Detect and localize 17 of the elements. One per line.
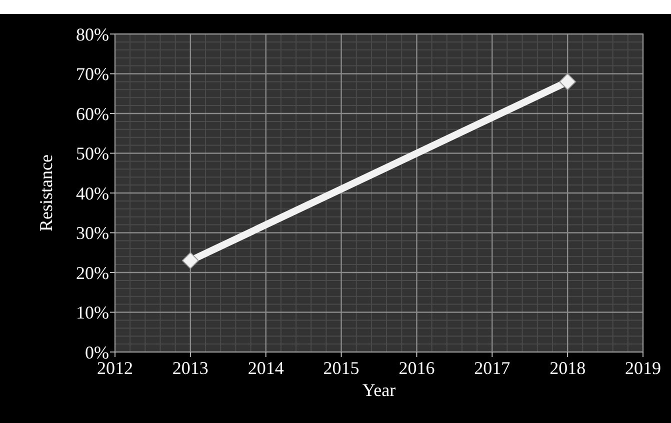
x-tick-label: 2016 xyxy=(398,358,435,378)
y-tick-label: 60% xyxy=(76,104,109,124)
y-tick-label: 40% xyxy=(76,183,109,204)
y-tick-label: 80% xyxy=(76,24,109,44)
x-tick-label: 2018 xyxy=(550,358,586,378)
y-tick-label: 20% xyxy=(76,262,109,283)
y-tick-label: 10% xyxy=(76,302,109,323)
x-axis-title: Year xyxy=(362,380,396,400)
y-tick-label: 70% xyxy=(76,64,109,84)
y-tick-label: 30% xyxy=(76,223,109,244)
x-tick-label: 2014 xyxy=(248,358,284,378)
x-tick-label: 2017 xyxy=(474,358,510,378)
y-tick-label: 50% xyxy=(76,144,109,164)
x-tick-label: 2015 xyxy=(323,358,360,378)
y-axis-title: Resistance xyxy=(36,154,56,232)
x-tick-label: 2019 xyxy=(625,358,661,378)
x-tick-label: 2013 xyxy=(172,358,208,378)
